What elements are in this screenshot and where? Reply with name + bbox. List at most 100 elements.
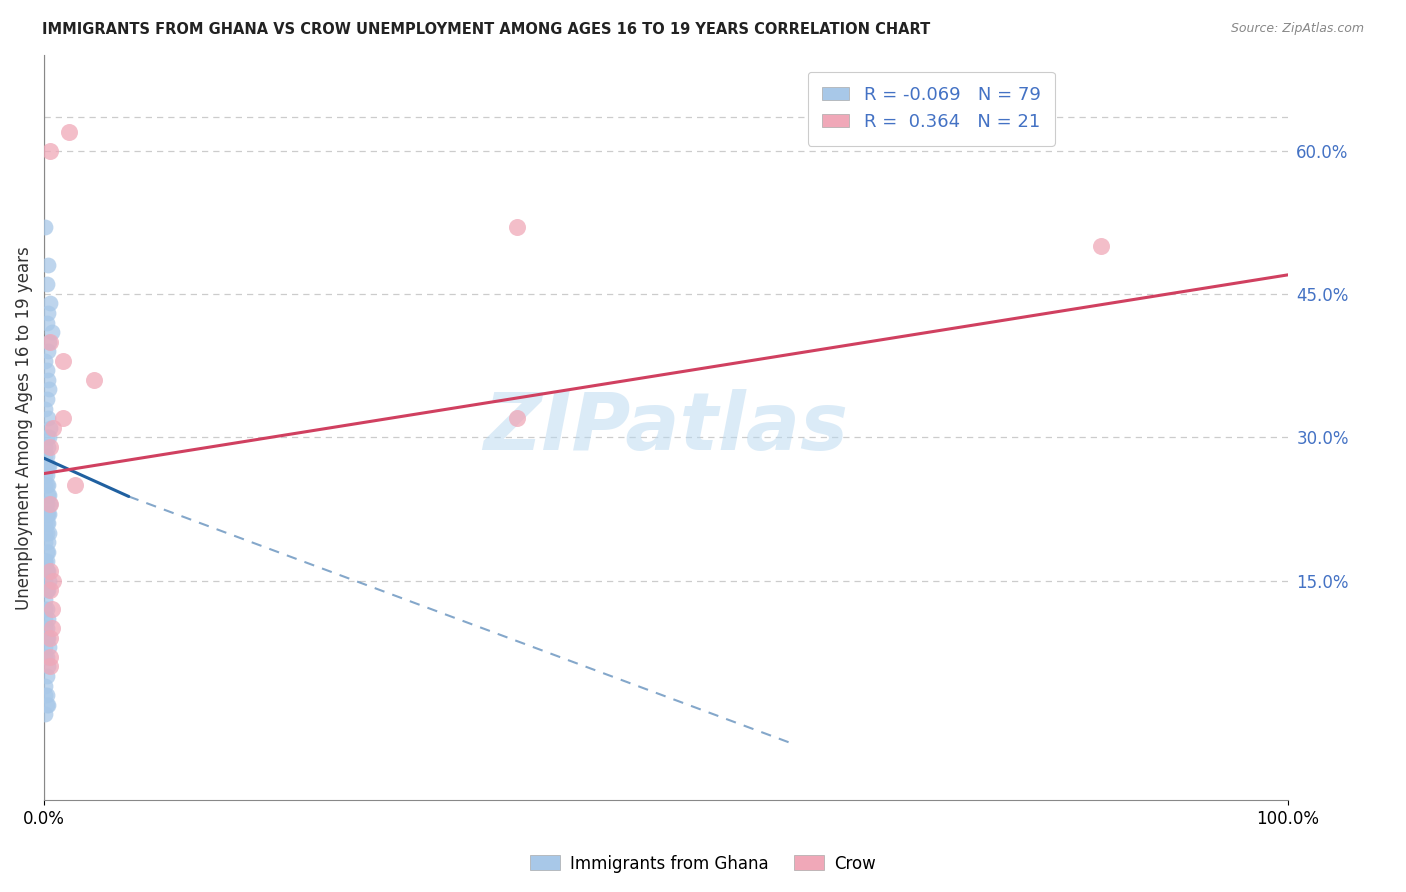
Point [35,698,58,712]
Point [35,478,58,492]
Point [34,707,56,722]
Point [37,535,59,549]
Point [34,440,56,454]
Point [506,411,529,425]
Point [35,669,58,683]
Point [37,545,59,559]
Point [38,458,60,473]
Point [52,353,75,368]
Point [34,220,56,235]
Point [39,497,62,511]
Point [39,631,62,645]
Point [39,334,62,349]
Point [38,574,60,588]
Point [35,649,58,664]
Point [37,583,59,598]
Point [34,468,56,483]
Point [42,420,65,434]
Point [83,373,105,387]
Point [39,296,62,310]
Point [58,124,80,138]
Point [52,411,75,425]
Point [38,525,60,540]
Point [34,353,56,368]
Point [35,497,58,511]
Point [37,516,59,531]
Point [38,334,60,349]
Legend: R = -0.069   N = 79, R =  0.364   N = 21: R = -0.069 N = 79, R = 0.364 N = 21 [808,71,1054,145]
Point [34,574,56,588]
Point [37,373,59,387]
Point [37,564,59,578]
Point [39,659,62,673]
Point [41,325,63,339]
Text: ZIPatlas: ZIPatlas [484,389,849,467]
Point [39,440,62,454]
Point [34,592,56,607]
Point [63,478,86,492]
Point [37,306,59,320]
Point [34,525,56,540]
Point [38,383,60,397]
Point [34,554,56,568]
Point [34,602,56,616]
Point [35,545,58,559]
Point [35,468,58,483]
Point [35,583,58,598]
Point [34,554,56,568]
Point [1090,239,1112,253]
Point [39,649,62,664]
Point [38,487,60,501]
Point [38,640,60,655]
Point [34,621,56,635]
Point [37,631,59,645]
Text: IMMIGRANTS FROM GHANA VS CROW UNEMPLOYMENT AMONG AGES 16 TO 19 YEARS CORRELATION: IMMIGRANTS FROM GHANA VS CROW UNEMPLOYME… [42,22,931,37]
Point [38,507,60,521]
Point [37,698,59,712]
Point [37,507,59,521]
Point [34,649,56,664]
Point [34,612,56,626]
Point [39,144,62,158]
Point [35,277,58,292]
Point [35,564,58,578]
Point [41,621,63,635]
Point [37,612,59,626]
Point [39,497,62,511]
Point [37,440,59,454]
Point [35,363,58,377]
Point [37,487,59,501]
Point [35,450,58,464]
Point [37,411,59,425]
Point [35,316,58,330]
Point [34,478,56,492]
Point [35,688,58,702]
Point [34,679,56,693]
Text: Source: ZipAtlas.com: Source: ZipAtlas.com [1230,22,1364,36]
Point [35,516,58,531]
Point [37,344,59,359]
Point [35,554,58,568]
Point [35,507,58,521]
Point [35,602,58,616]
Point [34,640,56,655]
Point [38,430,60,444]
Point [39,564,62,578]
Point [34,535,56,549]
Point [35,525,58,540]
Point [35,458,58,473]
Point [35,621,58,635]
Point [34,401,56,416]
Y-axis label: Unemployment Among Ages 16 to 19 years: Unemployment Among Ages 16 to 19 years [15,246,32,609]
Point [39,583,62,598]
Point [34,688,56,702]
Point [37,478,59,492]
Point [34,516,56,531]
Point [34,497,56,511]
Point [506,220,529,235]
Legend: Immigrants from Ghana, Crow: Immigrants from Ghana, Crow [523,848,883,880]
Point [42,574,65,588]
Point [34,450,56,464]
Point [41,602,63,616]
Point [35,392,58,406]
